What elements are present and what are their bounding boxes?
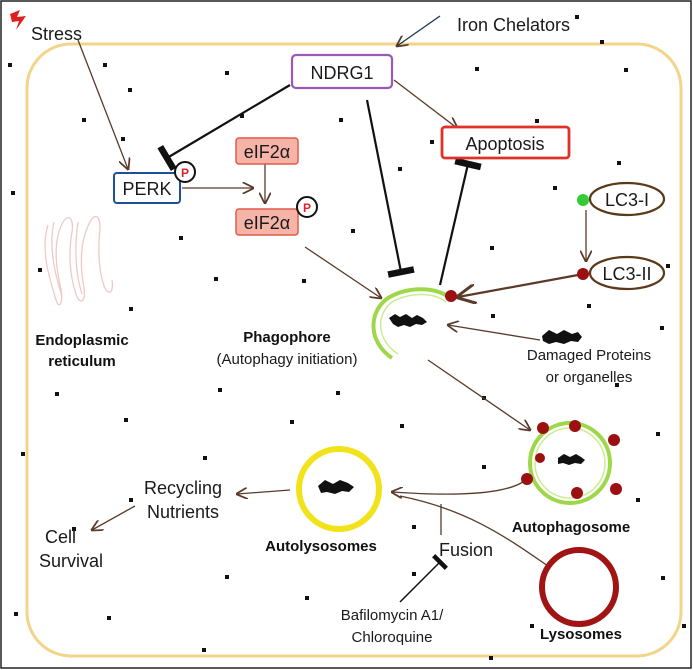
endoplasmic-reticulum-shape (44, 215, 114, 306)
lysosome-ring (539, 547, 619, 627)
arrow-autolysosome-to-recycling (237, 490, 291, 494)
autophagosome-label: Autophagosome (512, 519, 630, 536)
arrow-lc3ii-to-phagophore (458, 273, 579, 297)
eif2a-label: eIF2α (244, 142, 290, 162)
bafilomycin-label-line2: Chloroquine (352, 629, 433, 646)
perk-phospho-label: P (181, 166, 189, 180)
inhibit-apoptosis-phagophore (438, 157, 482, 286)
phagophore-cargo-icon (389, 314, 427, 327)
arrow-lysosome-to-autolysosome (399, 495, 549, 567)
bafilomycin-label-line1: Bafilomycin A1/ (341, 607, 444, 624)
arrow-recycling-to-survival (92, 505, 136, 530)
inhibit-ndrg1-perk (157, 84, 291, 172)
lc3-ii-node: LC3-II (577, 255, 666, 291)
cell-survival-line2: Survival (39, 551, 103, 571)
arrow-stress-to-perk (77, 39, 128, 169)
recycling-label-line1: Recycling (144, 478, 222, 498)
arrow-ndrg1-to-apoptosis (393, 79, 457, 128)
autophagosome-lc3-dots (521, 420, 622, 499)
inhibit-bafilomycin-fusion (399, 554, 448, 603)
stress-label: Stress (31, 24, 82, 44)
arrow-autophagosome-to-autolysosome (392, 477, 529, 494)
recycling-label-line2: Nutrients (147, 502, 219, 522)
autolysosome (296, 446, 382, 532)
ndrg1-label: NDRG1 (310, 63, 373, 83)
autophagosome-cargo-icon (558, 454, 585, 465)
perk-node: PERK P (113, 161, 196, 204)
lc3-i-node: LC3-I (577, 181, 666, 217)
phagophore-lc3-dot (445, 290, 457, 302)
lc3-ii-label: LC3-II (602, 264, 651, 284)
apoptosis-node: Apoptosis (440, 125, 571, 160)
lc3-i-dot (577, 194, 589, 206)
apoptosis-label: Apoptosis (465, 134, 544, 154)
er-label-line1: Endoplasmic (35, 332, 128, 349)
autolysosome-cargo-icon (318, 480, 354, 494)
arrow-eif2a-to-phagophore (304, 246, 381, 298)
phagophore-membrane (371, 287, 457, 360)
iron-chelators-label: Iron Chelators (457, 15, 570, 35)
lightning-icon (10, 10, 26, 30)
lysosomes-label: Lysosomes (540, 626, 622, 643)
autophagosome (521, 420, 622, 505)
lc3-ii-dot (577, 268, 589, 280)
arrow-iron-chelators-to-ndrg1 (397, 15, 441, 46)
autolysosomes-label: Autolysosomes (265, 538, 377, 555)
cell-survival-line1: Cell (45, 527, 76, 547)
fusion-label: Fusion (439, 540, 493, 560)
phagophore-sublabel: (Autophagy initiation) (217, 351, 358, 368)
perk-phospho-circle (174, 161, 196, 183)
eif2a-phospho-p-label: P (303, 201, 311, 215)
phagophore-label: Phagophore (243, 329, 331, 346)
damaged-protein-icon (542, 330, 582, 344)
eif2a-phospho-node: eIF2α P (235, 196, 318, 236)
eif2a-phospho-text: eIF2α (244, 213, 290, 233)
perk-label: PERK (122, 179, 171, 199)
eif2a-node: eIF2α (235, 137, 299, 165)
lc3-i-label: LC3-I (605, 190, 649, 210)
arrow-damaged-to-phagophore (448, 325, 541, 341)
eif2a-phospho-circle (296, 196, 318, 218)
damaged-label-line1: Damaged Proteins (527, 347, 651, 364)
er-label-line2: reticulum (48, 353, 116, 370)
cell-membrane (25, 42, 683, 658)
ndrg1-node: NDRG1 (290, 53, 394, 90)
inhibit-ndrg1-phagophore (365, 99, 415, 278)
arrow-phagophore-to-autophagosome (427, 359, 530, 430)
damaged-label-line2: or organelles (546, 369, 633, 386)
